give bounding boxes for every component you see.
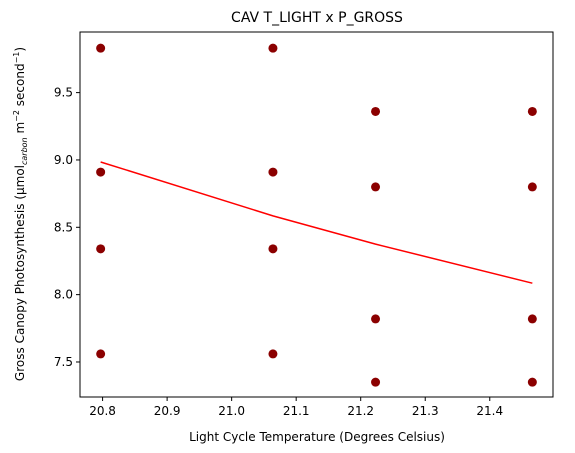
y-axis-label-sup1: −2 (12, 110, 21, 122)
x-tick-label: 21.3 (412, 404, 439, 418)
axes-frame (79, 31, 554, 398)
y-tick-label: 9.5 (54, 86, 73, 100)
x-tick-label: 20.9 (154, 404, 181, 418)
data-point (96, 244, 106, 254)
x-tick-label: 21.4 (476, 404, 503, 418)
x-axis-label: Light Cycle Temperature (Degrees Celsius… (189, 430, 445, 444)
data-point (527, 106, 537, 116)
data-point (268, 244, 278, 254)
data-point (527, 314, 537, 324)
y-axis-label-subscript: carbon (20, 137, 29, 165)
data-point (371, 106, 381, 116)
data-point (96, 43, 106, 53)
data-point (96, 167, 106, 177)
y-axis-label-prefix: Gross Canopy Photosynthesis (μmol (13, 165, 27, 381)
data-point (371, 377, 381, 387)
y-axis-label-middle2: second (13, 63, 27, 110)
y-axis-ticks: 7.5 8.0 8.5 9.0 9.5 (54, 86, 80, 369)
x-tick-label: 21.1 (283, 404, 310, 418)
y-axis-label-middle: m (13, 122, 27, 138)
y-axis-label-suffix: ) (13, 47, 27, 52)
data-point (527, 377, 537, 387)
data-point (371, 314, 381, 324)
data-point (268, 349, 278, 359)
chart-title: CAV T_LIGHT x P_GROSS (231, 10, 403, 26)
y-tick-label: 8.0 (54, 288, 73, 302)
x-tick-label: 21.0 (218, 404, 245, 418)
y-tick-label: 9.0 (54, 153, 73, 167)
x-axis-ticks: 20.8 20.9 21.0 21.1 21.2 21.3 21.4 (89, 397, 503, 418)
x-tick-label: 20.8 (89, 404, 116, 418)
data-point (268, 43, 278, 53)
data-point (268, 167, 278, 177)
data-points (96, 43, 537, 387)
x-tick-label: 21.2 (347, 404, 374, 418)
data-point (96, 349, 106, 359)
data-point (371, 182, 381, 192)
y-axis-label: Gross Canopy Photosynthesis (μmolcarbon … (12, 47, 29, 381)
y-tick-label: 7.5 (54, 355, 73, 369)
trend-line (100, 161, 533, 284)
y-axis-label-sup2: −1 (12, 52, 21, 64)
data-point (527, 182, 537, 192)
y-tick-label: 8.5 (54, 220, 73, 234)
